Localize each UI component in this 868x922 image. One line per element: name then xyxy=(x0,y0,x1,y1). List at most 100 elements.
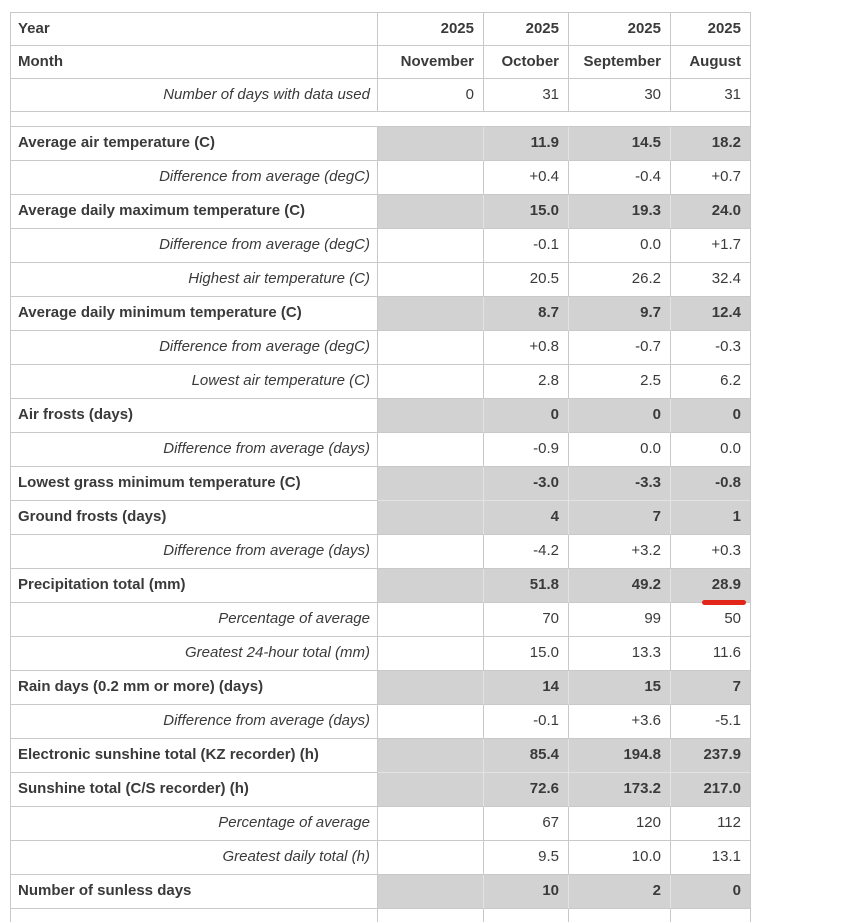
row-label: Year xyxy=(11,13,378,46)
value-cell: 12.4 xyxy=(671,297,751,331)
value-cell xyxy=(378,671,484,705)
value-cell: 6.2 xyxy=(671,365,751,399)
row-label: Lowest air temperature (C) xyxy=(11,365,378,399)
table-row: Air frosts (days) 0 0 0 xyxy=(11,399,751,433)
cutoff-row xyxy=(11,909,751,922)
row-label: Air frosts (days) xyxy=(11,399,378,433)
value-cell: 0 xyxy=(671,875,751,909)
value-cell: 26.2 xyxy=(569,263,671,297)
value-cell: 9.5 xyxy=(484,841,569,875)
table-row: Average daily minimum temperature (C) 8.7… xyxy=(11,297,751,331)
spacer-cell xyxy=(11,112,751,127)
value-cell xyxy=(378,365,484,399)
cutoff-cell xyxy=(569,909,671,922)
value-cell: September xyxy=(569,46,671,79)
value-cell xyxy=(378,229,484,263)
value-cell: 11.6 xyxy=(671,637,751,671)
spacer-row xyxy=(11,112,751,127)
table-row: Month November October September August xyxy=(11,46,751,79)
value-cell: 15.0 xyxy=(484,195,569,229)
value-cell: 99 xyxy=(569,603,671,637)
table-row: Ground frosts (days) 4 7 1 xyxy=(11,501,751,535)
value-cell: +3.2 xyxy=(569,535,671,569)
value-cell xyxy=(378,773,484,807)
table-row: Sunshine total (C/S recorder) (h) 72.6 173… xyxy=(11,773,751,807)
value-cell: 72.6 xyxy=(484,773,569,807)
cutoff-cell xyxy=(484,909,569,922)
value-cell: 24.0 xyxy=(671,195,751,229)
value-cell: 20.5 xyxy=(484,263,569,297)
row-label: Sunshine total (C/S recorder) (h) xyxy=(11,773,378,807)
value-cell: -0.1 xyxy=(484,229,569,263)
value-cell: +0.7 xyxy=(671,161,751,195)
value-cell: 0 xyxy=(671,399,751,433)
table-row: Lowest air temperature (C) 2.8 2.5 6.2 xyxy=(11,365,751,399)
row-label: Greatest 24-hour total (mm) xyxy=(11,637,378,671)
value-cell: 0 xyxy=(569,399,671,433)
value-cell: 2025 xyxy=(484,13,569,46)
value-cell: 2.5 xyxy=(569,365,671,399)
value-cell: 14.5 xyxy=(569,127,671,161)
value-cell: 85.4 xyxy=(484,739,569,773)
value-cell: 0.0 xyxy=(671,433,751,467)
table-row: Difference from average (degC) -0.1 0.0 +1.… xyxy=(11,229,751,263)
table-row: Average daily maximum temperature (C) 15.… xyxy=(11,195,751,229)
value-cell: -5.1 xyxy=(671,705,751,739)
value-cell xyxy=(378,467,484,501)
value-cell: -3.3 xyxy=(569,467,671,501)
value-cell xyxy=(378,705,484,739)
cutoff-cell xyxy=(671,909,751,922)
value-cell: 194.8 xyxy=(569,739,671,773)
row-label: Difference from average (days) xyxy=(11,535,378,569)
row-label: Average daily minimum temperature (C) xyxy=(11,297,378,331)
table-row: Percentage of average 67 120 112 xyxy=(11,807,751,841)
value-cell xyxy=(378,841,484,875)
value-cell xyxy=(378,331,484,365)
value-cell xyxy=(378,297,484,331)
value-cell: 15 xyxy=(569,671,671,705)
value-cell xyxy=(378,161,484,195)
value-cell: 30 xyxy=(569,79,671,112)
row-label: Average air temperature (C) xyxy=(11,127,378,161)
value-cell: 2.8 xyxy=(484,365,569,399)
row-label: Greatest daily total (h) xyxy=(11,841,378,875)
value-cell: 18.2 xyxy=(671,127,751,161)
value-cell: 49.2 xyxy=(569,569,671,603)
value-cell xyxy=(378,739,484,773)
value-cell: -0.1 xyxy=(484,705,569,739)
row-label: Precipitation total (mm) xyxy=(11,569,378,603)
table-row: Difference from average (days) -4.2 +3.2 +0… xyxy=(11,535,751,569)
value-cell: +1.7 xyxy=(671,229,751,263)
value-cell: 10.0 xyxy=(569,841,671,875)
value-cell: 28.9 xyxy=(671,569,751,605)
value-cell xyxy=(378,875,484,909)
value-cell xyxy=(378,263,484,297)
row-label: Difference from average (days) xyxy=(11,433,378,467)
value-cell: +0.3 xyxy=(671,535,751,569)
row-label: Electronic sunshine total (KZ recorder) … xyxy=(11,739,378,773)
value-cell: -4.2 xyxy=(484,535,569,569)
row-label: Difference from average (days) xyxy=(11,705,378,739)
value-cell: -3.0 xyxy=(484,467,569,501)
cutoff-cell xyxy=(378,909,484,922)
row-label: Difference from average (degC) xyxy=(11,229,378,263)
value-cell: 237.9 xyxy=(671,739,751,773)
value-cell: 0 xyxy=(484,399,569,433)
value-cell: -0.3 xyxy=(671,331,751,365)
value-cell: 9.7 xyxy=(569,297,671,331)
row-label: Average daily maximum temperature (C) xyxy=(11,195,378,229)
row-label: Highest air temperature (C) xyxy=(11,263,378,297)
value-cell: 0.0 xyxy=(569,433,671,467)
table-row: Average air temperature (C) 11.9 14.5 18.2 xyxy=(11,127,751,161)
value-cell: 13.3 xyxy=(569,637,671,671)
value-cell xyxy=(378,569,484,603)
value-cell xyxy=(378,501,484,535)
value-cell: 14 xyxy=(484,671,569,705)
value-cell: 120 xyxy=(569,807,671,841)
value-cell xyxy=(378,399,484,433)
value-cell: 51.8 xyxy=(484,569,569,603)
row-label: Rain days (0.2 mm or more) (days) xyxy=(11,671,378,705)
table-row: Precipitation total (mm) 51.8 49.2 28.9 xyxy=(11,569,751,605)
value-cell: +0.4 xyxy=(484,161,569,195)
value-cell: +0.8 xyxy=(484,331,569,365)
